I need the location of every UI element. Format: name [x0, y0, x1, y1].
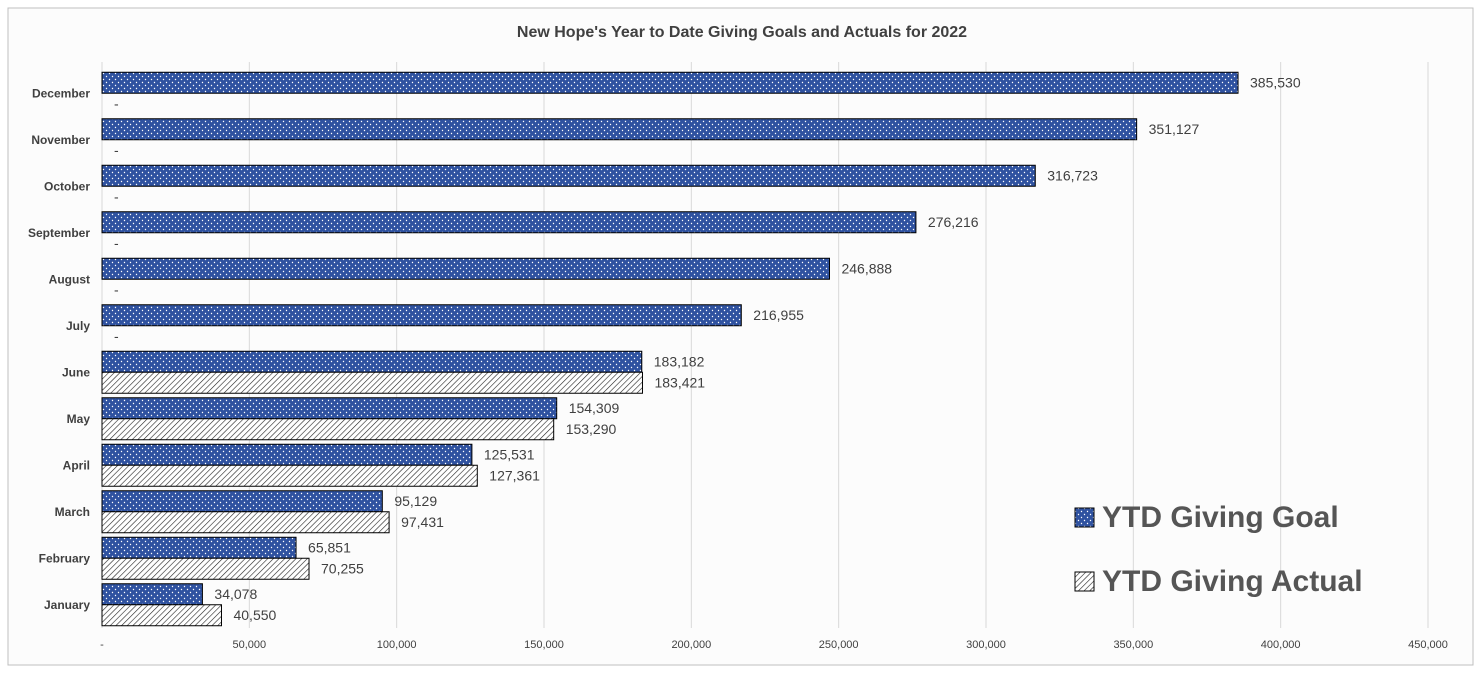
data-label: 183,182 [654, 353, 705, 369]
data-label: 125,531 [484, 446, 535, 462]
x-tick-label: 150,000 [524, 639, 564, 651]
data-label: 216,955 [753, 307, 804, 323]
data-label: 183,421 [654, 374, 705, 390]
x-tick-label: - [100, 639, 104, 651]
y-tick-label: March [55, 505, 90, 519]
bar [101, 604, 222, 627]
bar [101, 418, 555, 441]
bar [101, 164, 1036, 187]
x-tick-label: 200,000 [671, 639, 711, 651]
y-tick-label: August [49, 272, 90, 286]
data-label: 154,309 [569, 400, 620, 416]
x-tick-label: 100,000 [377, 639, 417, 651]
x-tick-label: 50,000 [233, 639, 267, 651]
bar [101, 211, 917, 234]
x-tick-label: 450,000 [1408, 639, 1448, 651]
data-label: 97,431 [401, 514, 444, 530]
data-label: 316,723 [1047, 167, 1098, 183]
y-tick-label: December [32, 86, 90, 100]
data-label: - [114, 142, 119, 158]
legend-swatch [1074, 507, 1095, 528]
data-label: 351,127 [1149, 121, 1200, 137]
data-label: 127,361 [489, 467, 540, 483]
data-label: 385,530 [1250, 74, 1301, 90]
bar [101, 583, 203, 606]
data-label: 276,216 [928, 214, 979, 230]
data-label: 70,255 [321, 560, 364, 576]
x-tick-label: 250,000 [819, 639, 859, 651]
y-tick-label: October [44, 179, 90, 193]
data-label: - [114, 328, 119, 344]
data-label: 246,888 [841, 260, 892, 276]
bar [101, 350, 643, 373]
data-label: 34,078 [214, 586, 257, 602]
legend-label: YTD Giving Goal [1102, 501, 1339, 534]
bar [101, 443, 473, 466]
data-label: 40,550 [233, 607, 276, 623]
legend-swatch [1074, 571, 1095, 592]
y-tick-label: April [63, 458, 90, 472]
y-tick-label: July [66, 319, 90, 333]
x-tick-label: 300,000 [966, 639, 1006, 651]
chart-title: New Hope's Year to Date Giving Goals and… [517, 24, 967, 41]
data-label: 95,129 [394, 493, 437, 509]
x-tick-label: 400,000 [1261, 639, 1301, 651]
y-tick-label: November [31, 133, 90, 147]
y-tick-label: January [44, 598, 90, 612]
bar [101, 557, 310, 580]
bar [101, 118, 1138, 141]
y-tick-label: September [28, 226, 90, 240]
bar [101, 257, 830, 280]
bar [101, 71, 1239, 94]
legend-label: YTD Giving Actual [1102, 565, 1363, 598]
y-tick-label: February [39, 551, 91, 565]
bar [101, 511, 390, 534]
data-label: - [114, 281, 119, 297]
bar [101, 371, 643, 394]
bar [101, 397, 558, 420]
data-label: 153,290 [566, 421, 617, 437]
data-label: - [114, 188, 119, 204]
bar [101, 304, 742, 327]
bar [101, 464, 478, 487]
y-tick-label: June [62, 365, 90, 379]
data-label: - [114, 95, 119, 111]
bar [101, 490, 383, 513]
bar [101, 536, 297, 559]
y-tick-label: May [67, 412, 91, 426]
data-label: 65,851 [308, 539, 351, 555]
x-tick-label: 350,000 [1113, 639, 1153, 651]
data-label: - [114, 235, 119, 251]
